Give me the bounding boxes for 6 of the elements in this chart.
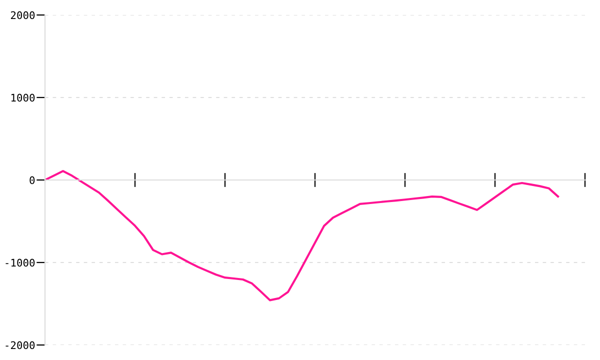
- y-tick-label: 0: [30, 176, 35, 184]
- line-series: [45, 170, 560, 302]
- y-tick-label: 1000: [11, 94, 35, 102]
- y-tick-label: -1000: [6, 258, 35, 267]
- y-tick-label: 2000: [10, 11, 35, 20]
- y-tick-label: -2000: [6, 341, 35, 350]
